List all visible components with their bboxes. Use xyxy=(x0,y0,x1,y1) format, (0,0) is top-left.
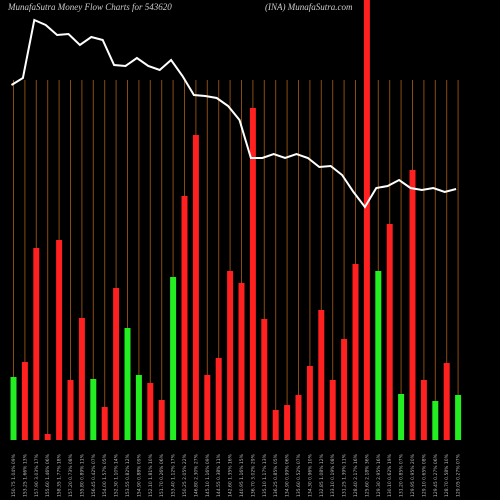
bar xyxy=(181,196,188,440)
chart-title: MunafaSutra Money Flow Charts for 543620 xyxy=(7,2,172,12)
x-tick-label: 136.70 3.02% 29% xyxy=(250,453,256,497)
x-tick-label: 156.45 0.42% 07% xyxy=(91,453,97,497)
x-tick-label: 154.00 1.57% 05% xyxy=(102,453,108,497)
bar xyxy=(363,0,370,440)
bar xyxy=(261,319,268,440)
bar xyxy=(33,248,40,440)
x-tick-label: 140.95 1.16% 15% xyxy=(239,453,245,497)
x-tick-label: 129.30 2.95% 16% xyxy=(376,453,382,497)
bar xyxy=(295,395,302,440)
x-tick-label: 150.75 1.04% 09% xyxy=(11,453,17,497)
bar xyxy=(284,405,291,440)
x-tick-label: 158.35 1.77% 18% xyxy=(57,453,63,497)
money-flow-line xyxy=(10,18,457,209)
bar xyxy=(204,375,211,440)
x-tick-label: 145.10 1.16% 09% xyxy=(205,453,211,497)
bar xyxy=(272,410,279,440)
bar xyxy=(306,366,313,440)
x-tick-label: 144.55 0.38% 11% xyxy=(216,453,222,497)
bar xyxy=(432,401,439,440)
x-tick-label: 146.80 2.30% 27% xyxy=(193,453,199,497)
bar xyxy=(341,339,348,440)
x-tick-label: 134.30 0.96% 10% xyxy=(307,453,313,497)
bar xyxy=(101,407,108,440)
x-tick-label: 128.40 2.17% 16% xyxy=(353,453,359,497)
bar xyxy=(21,362,28,440)
chart-subtitle: (INA) MunafaSutra.com xyxy=(265,2,353,12)
bar xyxy=(44,434,51,440)
bar xyxy=(215,358,222,440)
bar xyxy=(124,328,131,440)
bar xyxy=(420,380,427,440)
x-tick-label: 129.05 0.27% 07% xyxy=(456,453,462,497)
bar xyxy=(56,240,63,440)
bar xyxy=(147,383,154,440)
x-tick-label: 152.30 1.10% 14% xyxy=(114,453,120,497)
bar xyxy=(352,264,359,440)
x-tick-label: 134.90 0.99% 06% xyxy=(285,453,291,497)
x-tick-label: 153.55 0.82% 12% xyxy=(125,453,131,497)
x-tick-label: 155.80 0.89% 11% xyxy=(79,453,85,497)
x-tick-label: 154.90 0.88% 09% xyxy=(136,453,142,497)
bar xyxy=(318,310,325,440)
bar xyxy=(409,170,416,440)
bar xyxy=(158,400,165,440)
x-tick-label: 142.60 1.35% 16% xyxy=(228,453,234,497)
x-tick-label: 153.40 1.12% 17% xyxy=(171,453,177,497)
x-tick-label: 133.10 0.19% 08% xyxy=(330,453,336,497)
bar xyxy=(192,135,199,440)
bar xyxy=(238,283,245,440)
x-tick-label: 152.10 1.81% 10% xyxy=(148,453,154,497)
x-tick-label: 130.10 0.62% 19% xyxy=(387,453,393,497)
x-tick-label: 153.25 1.66% 13% xyxy=(22,453,28,497)
x-tick-label: 125.60 2.18% 36% xyxy=(364,453,370,497)
bar xyxy=(170,277,177,440)
x-tick-label: 157.90 3.03% 17% xyxy=(34,453,40,497)
x-tick-label: 135.60 0.52% 07% xyxy=(296,453,302,497)
bar xyxy=(67,380,74,440)
bar xyxy=(249,108,256,440)
bar xyxy=(329,380,336,440)
bar xyxy=(386,224,393,440)
bar xyxy=(398,394,405,440)
x-tick-label: 155.60 1.46% 06% xyxy=(45,453,51,497)
bar xyxy=(455,395,462,440)
bar xyxy=(113,288,120,440)
x-tick-label: 129.45 0.27% 06% xyxy=(433,453,439,497)
x-tick-label: 129.10 0.65% 08% xyxy=(421,453,427,497)
bar xyxy=(227,271,234,440)
bar xyxy=(78,318,85,440)
x-tick-label: 132.85 1.08% 12% xyxy=(319,453,325,497)
bar xyxy=(443,363,450,440)
bar xyxy=(10,377,17,440)
x-tick-label: 129.95 0.95% 20% xyxy=(410,453,416,497)
x-tick-label: 157.20 0.73% 08% xyxy=(68,453,74,497)
bar xyxy=(375,271,382,440)
x-tick-label: 131.20 0.85% 07% xyxy=(399,453,405,497)
x-tick-label: 128.70 0.58% 10% xyxy=(444,453,450,497)
bar xyxy=(90,379,97,440)
x-tick-label: 151.70 0.26% 06% xyxy=(159,453,165,497)
x-tick-label: 150.25 2.05% 22% xyxy=(182,453,188,497)
x-tick-label: 135.10 1.17% 13% xyxy=(262,453,268,497)
x-tick-label: 136.25 0.85% 05% xyxy=(273,453,279,497)
bar xyxy=(135,375,142,440)
x-tick-label: 131.25 1.39% 11% xyxy=(342,453,348,497)
